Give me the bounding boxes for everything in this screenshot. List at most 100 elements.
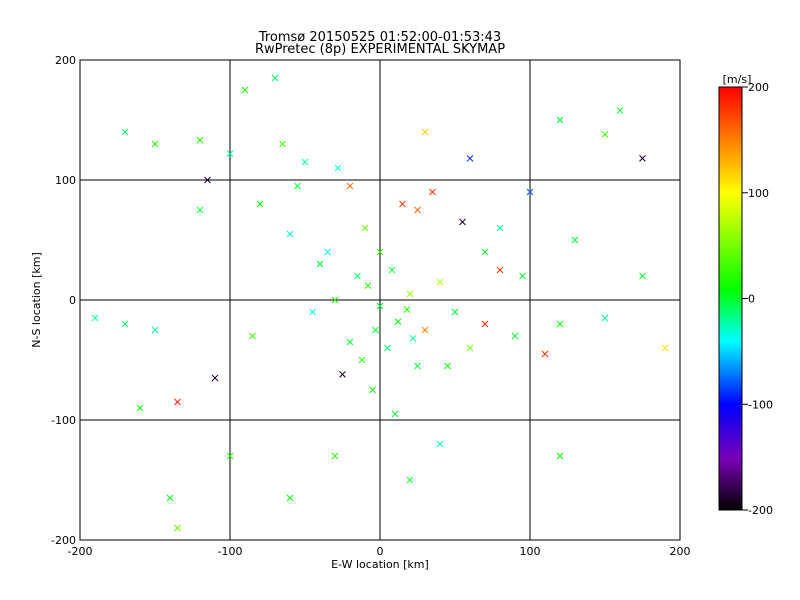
data-point (409, 335, 417, 342)
data-point (436, 278, 444, 286)
data-point (421, 128, 429, 136)
data-point (358, 356, 366, 364)
data-point (399, 200, 406, 208)
y-tick-labels: -200 -100 0 100 200 (51, 54, 76, 547)
data-point (496, 266, 504, 274)
grid-lines (80, 60, 680, 540)
data-point (466, 344, 474, 352)
data-point (541, 350, 549, 358)
data-point (444, 362, 451, 370)
data-point (346, 182, 354, 190)
data-point (196, 137, 204, 144)
data-point (271, 74, 279, 82)
data-point (414, 362, 421, 370)
colorbar-tick-labels: 200 100 0 -100 -200 (742, 81, 773, 517)
data-point (226, 150, 234, 157)
data-point (309, 308, 316, 316)
data-point (361, 224, 369, 232)
data-point (249, 332, 256, 340)
data-point (601, 314, 609, 322)
data-point (334, 164, 342, 172)
data-point (616, 107, 624, 114)
data-point (301, 158, 309, 166)
data-point (354, 272, 361, 280)
data-point (511, 332, 519, 340)
data-point (459, 218, 466, 226)
x-tick-labels: -200 -100 0 100 200 (68, 545, 691, 558)
data-point (346, 338, 354, 346)
data-point (364, 282, 372, 289)
data-point (556, 116, 564, 124)
data-point (279, 140, 286, 148)
data-point (286, 494, 294, 502)
data-point (151, 140, 159, 148)
y-tick-label: -100 (51, 414, 76, 427)
x-tick-label: 0 (377, 545, 384, 558)
colorbar-tick-label: -200 (748, 504, 773, 517)
chart-title: Tromsø 20150525 01:52:00-01:53:43 (258, 30, 502, 45)
data-point (324, 248, 331, 256)
data-point (394, 318, 402, 325)
data-point (331, 296, 339, 304)
data-point (294, 182, 301, 190)
data-point (556, 452, 564, 460)
data-point (421, 326, 429, 334)
data-point (526, 188, 534, 196)
colorbar-tick-label: 0 (748, 293, 755, 306)
data-point (436, 440, 444, 448)
data-point (391, 410, 399, 418)
x-tick-label: -100 (218, 545, 243, 558)
data-point (639, 272, 646, 280)
data-point (166, 494, 174, 502)
colorbar-tick-label: 200 (748, 81, 769, 94)
data-point (226, 452, 234, 460)
y-tick-label: 100 (55, 174, 76, 187)
colorbar (718, 86, 743, 511)
data-point (406, 290, 414, 298)
data-point (211, 374, 219, 382)
y-tick-label: 200 (55, 54, 76, 67)
data-point (174, 398, 181, 406)
data-point (331, 452, 339, 460)
colorbar-label: [m/s] (723, 73, 752, 86)
data-point (601, 131, 609, 138)
data-point (451, 308, 459, 316)
data-point (571, 236, 579, 244)
data-point (639, 155, 646, 162)
data-point (519, 272, 526, 280)
data-point (241, 86, 249, 94)
data-point (481, 248, 489, 256)
data-point (204, 176, 211, 184)
data-point (121, 128, 129, 136)
data-point (406, 476, 414, 484)
data-point (403, 306, 411, 313)
data-point (286, 230, 294, 238)
data-point (196, 206, 204, 214)
data-point (316, 260, 324, 268)
data-point (429, 188, 436, 196)
x-tick-label: -200 (68, 545, 93, 558)
x-axis-label: E-W location [km] (331, 558, 429, 571)
data-point (481, 320, 489, 328)
data-point (136, 404, 144, 412)
data-point (151, 326, 159, 334)
data-point (496, 224, 504, 232)
colorbar-tick-label: -100 (748, 398, 773, 411)
data-point (556, 320, 564, 328)
y-tick-label: 0 (69, 294, 76, 307)
x-tick-label: 200 (670, 545, 691, 558)
data-point (174, 524, 181, 532)
data-point (369, 386, 376, 394)
data-point (384, 344, 391, 352)
y-axis-label: N-S location [km] (30, 252, 43, 348)
chart-subtitle: RwPretec (8p) EXPERIMENTAL SKYMAP (254, 42, 506, 57)
colorbar-tick-label: 100 (748, 187, 769, 200)
data-point (466, 155, 474, 162)
x-tick-label: 100 (520, 545, 541, 558)
data-point (376, 302, 384, 310)
data-point (91, 314, 99, 322)
data-point (339, 371, 346, 378)
data-point (256, 200, 264, 208)
data-point (121, 320, 129, 328)
